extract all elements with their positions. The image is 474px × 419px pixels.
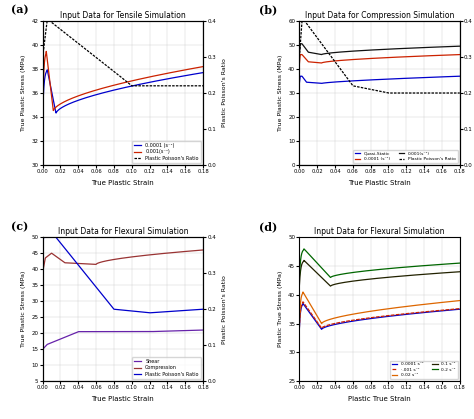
Y-axis label: Plastic Poisson's Ratio: Plastic Poisson's Ratio [221,59,227,127]
Text: (b): (b) [259,5,277,16]
X-axis label: Plastic True Strain: Plastic True Strain [348,396,411,402]
Y-axis label: True Plastic Stress (MPa): True Plastic Stress (MPa) [278,55,283,131]
Title: Input Data for Flexural Simulation: Input Data for Flexural Simulation [314,228,445,236]
Text: (a): (a) [10,5,28,16]
Legend: Shear, Compression, Plastic Poisson's Ratio: Shear, Compression, Plastic Poisson's Ra… [132,357,201,379]
Title: Input Data for Flexural Simulation: Input Data for Flexural Simulation [58,228,188,236]
X-axis label: True Plastic Strain: True Plastic Strain [91,396,154,402]
Title: Input Data for Tensile Simulation: Input Data for Tensile Simulation [60,11,186,20]
Legend: 0.0001 (s⁻¹), 0.001(s⁻¹), Plastic Poisson's Ratio: 0.0001 (s⁻¹), 0.001(s⁻¹), Plastic Poisso… [132,141,201,163]
Y-axis label: Plastic True Stress (MPa): Plastic True Stress (MPa) [278,271,283,347]
Text: (c): (c) [10,221,28,232]
Text: (d): (d) [259,221,277,232]
X-axis label: True Plastic Strain: True Plastic Strain [91,180,154,186]
Legend: Quasi-Static, 0.0001 (s⁻¹), 0.001(s⁻¹), Plastic Poisson's Ratio: Quasi-Static, 0.0001 (s⁻¹), 0.001(s⁻¹), … [353,150,457,163]
Title: Input Data for Compression Simulation: Input Data for Compression Simulation [305,11,454,20]
Y-axis label: True Plastic Stress (MPa): True Plastic Stress (MPa) [21,55,26,131]
Legend: 0.0001 s⁻¹, ·.001 s⁻¹, 0.02 s⁻¹, 0.1 s⁻¹, 0.2 s⁻¹: 0.0001 s⁻¹, ·.001 s⁻¹, 0.02 s⁻¹, 0.1 s⁻¹… [390,360,457,379]
X-axis label: True Plastic Strain: True Plastic Strain [348,180,411,186]
Y-axis label: Plastic Poisson's Ratio: Plastic Poisson's Ratio [221,275,227,344]
Y-axis label: True Plastic Stress (MPa): True Plastic Stress (MPa) [21,271,26,347]
